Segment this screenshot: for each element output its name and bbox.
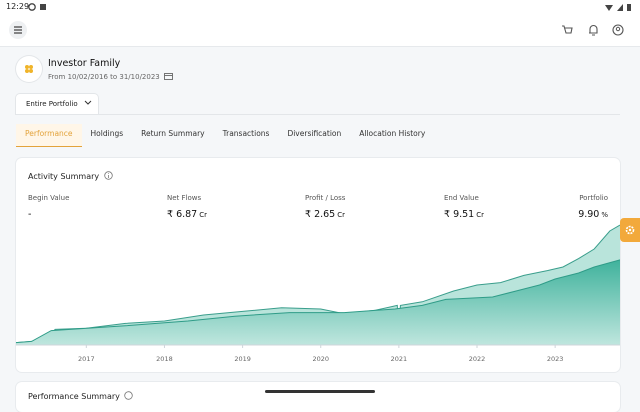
metric: Net Flows ₹ 6.87 Cr [167,194,207,220]
tab[interactable]: Diversification [287,129,342,138]
status-icons [28,3,46,11]
activity-title: Activity Summary [28,171,113,181]
tab[interactable]: Transactions [222,129,270,138]
date-range: From 10/02/2016 to 31/10/2023 [48,72,173,81]
metric-value: ₹ 6.87 Cr [167,209,207,220]
x-tick-label: 2022 [469,355,486,363]
metric-value-text: - [28,209,32,220]
performance-card: Performance Summary [16,382,620,412]
metric-value-text: ₹ 2.65 [305,209,336,220]
status-icons-right [605,4,631,11]
x-tick-label: 2020 [312,355,329,363]
performance-title-text: Performance Summary [28,392,120,401]
gesture-bar [265,390,375,393]
portfolio-selector[interactable]: Entire Portfolio [16,94,98,114]
activity-title-text: Activity Summary [28,172,100,181]
toolbar-icons[interactable] [560,23,630,37]
status-bar: 12:29 [0,0,640,14]
metric-label: Begin Value [28,194,70,202]
app-bar [0,14,640,47]
investor-name: Investor Family [48,58,121,69]
logo [25,65,33,73]
metric-value: ₹ 2.65 Cr [305,209,345,220]
tab-bar: Performance Holdings Return Summary Transac… [16,124,434,147]
performance-title: Performance Summary [28,391,134,401]
metric-unit: Cr [199,211,207,219]
activity-card: Activity Summary Begin Value - Net Flows ₹ … [16,158,620,372]
chart: 2017 2018 2019 2020 2021 2022 2023 [16,224,620,363]
metric-value: ₹ 9.51 Cr [444,209,484,220]
metric: Profit / Loss ₹ 2.65 Cr [305,194,345,220]
metric-label: Profit / Loss [305,194,346,202]
metric: End Value ₹ 9.51 Cr [444,194,484,220]
metric-unit: Cr [337,211,345,219]
x-tick-label: 2023 [547,355,564,363]
metric: Begin Value - [28,194,69,220]
divider [16,114,620,115]
metric-value: 9.90% [578,209,608,220]
metric-label: Net Flows [167,194,202,202]
info-icon[interactable] [124,391,134,400]
tab[interactable]: Performance [16,124,82,147]
calendar-icon[interactable] [164,72,173,80]
tab[interactable]: Holdings [90,129,124,138]
tab[interactable]: Allocation History [359,129,426,138]
clock: 12:29 [6,2,30,11]
metric-unit: % [601,211,608,219]
metric-unit: Cr [476,211,484,219]
metric-value-text: ₹ 9.51 [444,209,475,220]
settings-fab[interactable] [620,218,640,242]
menu-button[interactable] [8,20,28,40]
area-line [16,259,620,344]
date-range-text: From 10/02/2016 to 31/10/2023 [48,73,160,81]
info-icon[interactable] [103,171,113,180]
settings-icon [625,225,635,235]
x-tick-label: 2017 [78,355,95,363]
metric-label: End Value [444,194,479,202]
avatar [16,56,42,82]
portfolio-selector-label: Entire Portfolio [26,100,78,108]
metric-value-text: 9.90 [578,209,600,220]
metric-label: Portfolio [579,194,608,202]
x-tick-label: 2018 [156,355,173,363]
area-fill [16,259,620,345]
metric-value: - [28,209,69,220]
x-tick-label: 2021 [391,355,408,363]
x-tick-label: 2019 [234,355,251,363]
tab[interactable]: Return Summary [141,129,205,138]
dropdown-arrow [84,100,92,105]
metric-value-text: ₹ 6.87 [167,209,198,220]
screen: 12:29 Investor Family From 10/02/2016 to… [0,0,640,401]
metric: Portfolio 9.90% [578,194,608,220]
